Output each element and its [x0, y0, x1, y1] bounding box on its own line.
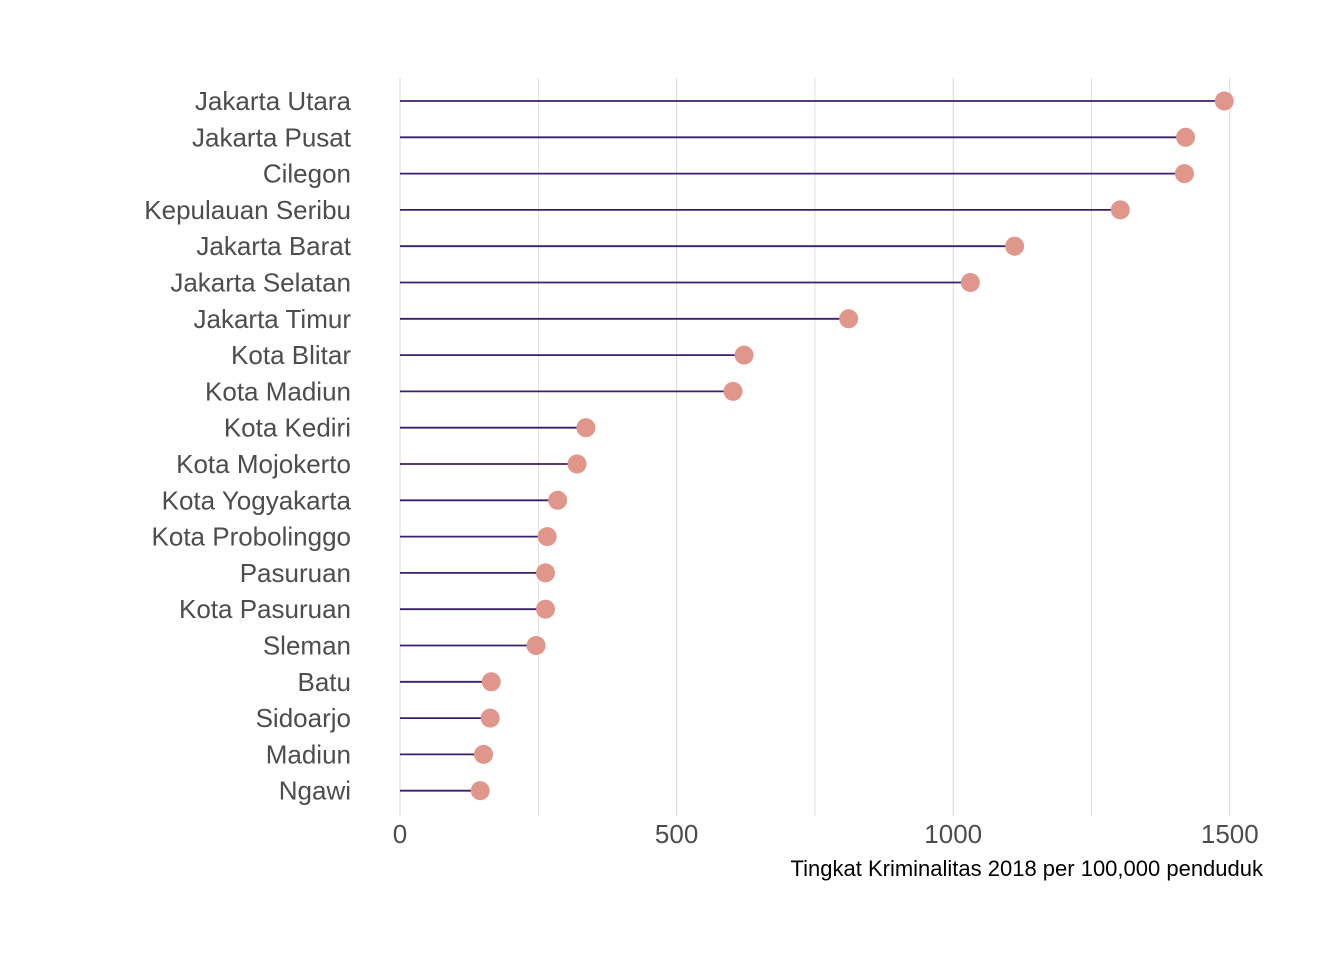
x-tick-label: 0 [393, 819, 407, 849]
lollipop-dot [1110, 200, 1130, 220]
lollipop-dot [537, 527, 557, 547]
category-label: Kota Pasuruan [179, 594, 351, 624]
category-label: Sleman [263, 631, 351, 661]
category-label: Jakarta Utara [195, 86, 352, 116]
lollipop-dot [734, 345, 754, 365]
lollipop-dot [535, 599, 555, 619]
lollipop-dot [474, 744, 494, 764]
x-tick-labels: 0 500 1000 1500 [393, 819, 1259, 849]
category-label: Jakarta Barat [196, 231, 351, 261]
category-label: Madiun [266, 739, 351, 769]
category-label: Pasuruan [240, 558, 351, 588]
lollipop-dot [960, 273, 980, 292]
lollipop-dot [480, 708, 500, 728]
category-label: Jakarta Selatan [170, 268, 351, 298]
lollipop-dot [723, 381, 743, 401]
x-tick-label: 1500 [1201, 819, 1259, 849]
lollipop-dot [481, 672, 501, 692]
lollipop-dot [1176, 127, 1196, 147]
category-label: Kota Madiun [205, 376, 351, 406]
lollipop-dot [548, 490, 568, 510]
category-label: Ngawi [279, 776, 351, 806]
category-label: Kepulauan Seribu [144, 195, 351, 225]
category-label: Cilegon [263, 159, 351, 189]
lollipop-dot [526, 636, 546, 655]
gridlines [399, 78, 1231, 816]
lollipop-dots [470, 91, 1234, 801]
category-label: Kota Yogyakarta [162, 485, 352, 515]
category-label: Kota Blitar [231, 340, 351, 370]
lollipop-stems [400, 100, 1225, 792]
x-axis-title: Tingkat Kriminalitas 2018 per 100,000 pe… [791, 856, 1264, 881]
category-labels: Jakarta Utara Jakarta Pusat Cilegon Kepulau… [144, 86, 351, 806]
lollipop-dot [470, 781, 490, 801]
lollipop-dot [535, 563, 555, 583]
lollipop-dot [1174, 164, 1194, 184]
category-label: Kota Kediri [224, 413, 351, 443]
lollipop-dot [1214, 91, 1234, 111]
lollipop-dot [576, 418, 596, 438]
x-tick-label: 1000 [924, 819, 982, 849]
category-label: Batu [298, 667, 352, 697]
x-tick-label: 500 [655, 819, 698, 849]
category-label: Kota Mojokerto [176, 449, 351, 479]
category-label: Kota Probolinggo [152, 522, 351, 552]
lollipop-dot [567, 454, 587, 474]
lollipop-dot [1005, 236, 1025, 256]
lollipop-dot [839, 309, 859, 329]
category-label: Jakarta Pusat [192, 122, 352, 152]
category-label: Sidoarjo [256, 703, 351, 733]
category-label: Jakarta Timur [194, 304, 352, 334]
